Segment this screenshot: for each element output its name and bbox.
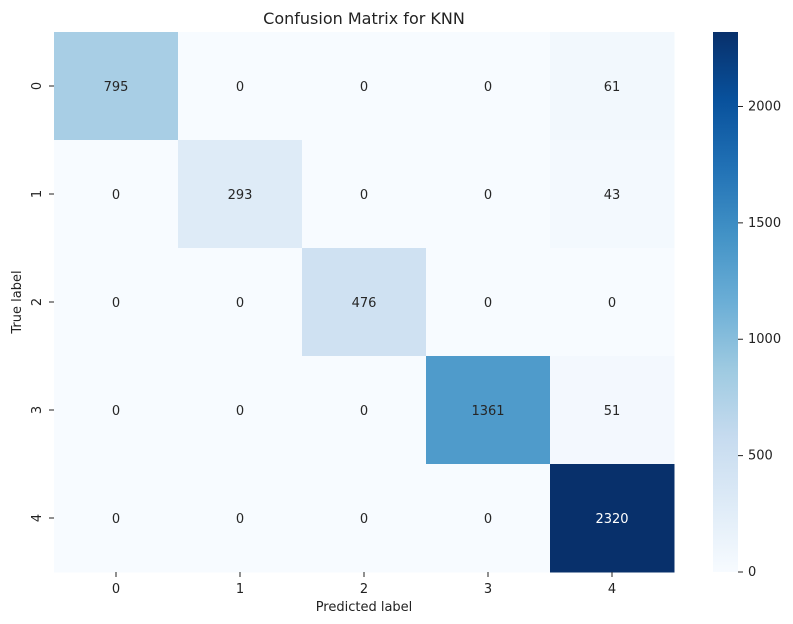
- cell-value-r2-c3: 0: [484, 296, 492, 311]
- cell-value-r4-c3: 0: [484, 512, 492, 527]
- colorbar-ticks: 0 500 1000 1500 2000: [738, 99, 781, 580]
- colorbar-gradient: [713, 32, 738, 572]
- cell-value-r0-c0: 795: [104, 80, 129, 95]
- cell-value-r2-c4: 0: [608, 296, 616, 311]
- y-tick-label-0: 0: [30, 82, 45, 90]
- heatmap-cell-r2-c0: [54, 248, 179, 357]
- cell-value-r1-c1: 293: [228, 188, 253, 203]
- heatmap-cell-r3-c4: [550, 356, 675, 465]
- heatmap-cell-r4-c4: [550, 464, 675, 573]
- heatmap-cell-r0-c2: [302, 32, 427, 141]
- colorbar-tick-label-4: 2000: [748, 99, 781, 114]
- heatmap-cell-r4-c2: [302, 464, 427, 573]
- heatmap-cell-labels: 795 0 0 0 61 0 293 0 0 43 0 0 476 0 0 0 0 0 1361 51 0 0 0 0 2320: [104, 80, 629, 527]
- cell-value-r4-c0: 0: [112, 512, 120, 527]
- heatmap-cell-r4-c3: [426, 464, 551, 573]
- cell-value-r2-c1: 0: [236, 296, 244, 311]
- cell-value-r0-c4: 61: [604, 80, 621, 95]
- y-axis-label: True label: [10, 270, 25, 334]
- heatmap-cell-r1-c0: [54, 140, 179, 249]
- cell-value-r3-c0: 0: [112, 404, 120, 419]
- heatmap-cell-r3-c1: [178, 356, 303, 465]
- x-tick-label-0: 0: [112, 582, 120, 597]
- x-tick-label-4: 4: [608, 582, 616, 597]
- heatmap-cell-r3-c0: [54, 356, 179, 465]
- y-tick-label-2: 2: [30, 298, 45, 306]
- colorbar: [713, 32, 738, 572]
- heatmap-cell-r2-c2: [302, 248, 427, 357]
- colorbar-tick-label-3: 1500: [748, 216, 781, 231]
- cell-value-r0-c3: 0: [484, 80, 492, 95]
- heatmap-cell-r3-c2: [302, 356, 427, 465]
- colorbar-tick-label-1: 500: [748, 449, 773, 464]
- cell-value-r3-c1: 0: [236, 404, 244, 419]
- cell-value-r4-c2: 0: [360, 512, 368, 527]
- cell-value-r1-c0: 0: [112, 188, 120, 203]
- cell-value-r2-c0: 0: [112, 296, 120, 311]
- x-axis-label: Predicted label: [316, 600, 413, 615]
- heatmap-cell-r1-c1: [178, 140, 303, 249]
- x-tick-label-3: 3: [484, 582, 492, 597]
- colorbar-tick-label-0: 0: [748, 565, 756, 580]
- heatmap-cell-r0-c1: [178, 32, 303, 141]
- cell-value-r2-c2: 476: [352, 296, 377, 311]
- heatmap-cell-r0-c3: [426, 32, 551, 141]
- cell-value-r4-c1: 0: [236, 512, 244, 527]
- heatmap-cell-r2-c3: [426, 248, 551, 357]
- heatmap-cell-r1-c2: [302, 140, 427, 249]
- colorbar-tick-label-2: 1000: [748, 332, 781, 347]
- cell-value-r0-c2: 0: [360, 80, 368, 95]
- heatmap-cell-r4-c0: [54, 464, 179, 573]
- y-tick-label-1: 1: [30, 190, 45, 198]
- heatmap-cell-r4-c1: [178, 464, 303, 573]
- cell-value-r3-c3: 1361: [471, 404, 504, 419]
- x-axis-ticks: 0 1 2 3 4: [112, 572, 616, 597]
- heatmap-cell-r2-c4: [550, 248, 675, 357]
- cell-value-r4-c4: 2320: [595, 512, 628, 527]
- cell-value-r1-c2: 0: [360, 188, 368, 203]
- chart-title: Confusion Matrix for KNN: [263, 9, 465, 28]
- heatmap-cell-r0-c4: [550, 32, 675, 141]
- cell-value-r3-c2: 0: [360, 404, 368, 419]
- heatmap-cells: [54, 32, 675, 573]
- heatmap-cell-r3-c3: [426, 356, 551, 465]
- cell-value-r0-c1: 0: [236, 80, 244, 95]
- heatmap-cell-r0-c0: [54, 32, 179, 141]
- heatmap-cell-r1-c4: [550, 140, 675, 249]
- y-tick-label-4: 4: [30, 514, 45, 522]
- cell-value-r1-c3: 0: [484, 188, 492, 203]
- x-tick-label-2: 2: [360, 582, 368, 597]
- heatmap-cell-r2-c1: [178, 248, 303, 357]
- y-axis-ticks: 0 1 2 3 4: [30, 82, 54, 522]
- x-tick-label-1: 1: [236, 582, 244, 597]
- cell-value-r3-c4: 51: [604, 404, 621, 419]
- cell-value-r1-c4: 43: [604, 188, 621, 203]
- y-tick-label-3: 3: [30, 406, 45, 414]
- heatmap-cell-r1-c3: [426, 140, 551, 249]
